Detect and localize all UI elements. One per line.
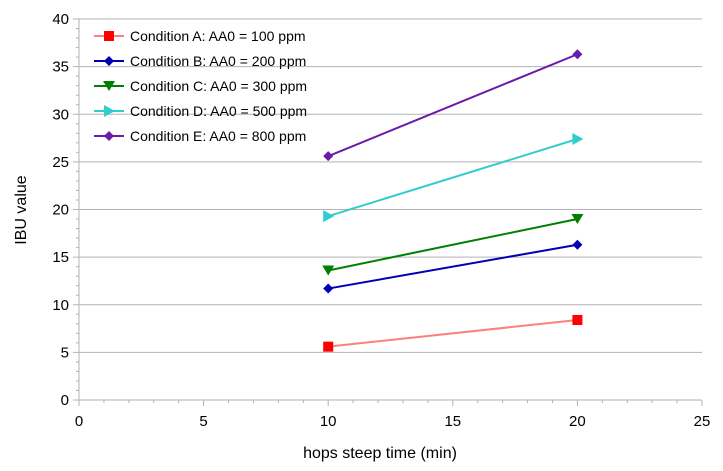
y-tick-label: 5 (61, 344, 69, 361)
legend-marker (104, 31, 114, 41)
y-axis-title: IBU value (13, 175, 30, 244)
legend-label: Condition B: AA0 = 200 ppm (130, 53, 306, 69)
data-point (571, 214, 584, 225)
x-axis-title: hops steep time (min) (303, 445, 457, 462)
plot-area (322, 49, 584, 352)
series-a (323, 314, 583, 352)
x-tick-label: 0 (75, 413, 83, 430)
series-line (327, 218, 578, 272)
y-tick-label: 35 (52, 59, 69, 76)
y-tick-label: 0 (61, 392, 69, 409)
data-point (323, 283, 334, 294)
series-line (328, 318, 578, 348)
legend-label: Condition A: AA0 = 100 ppm (130, 28, 306, 44)
data-point (572, 133, 584, 146)
y-tick-label: 40 (52, 11, 69, 28)
series-c (322, 214, 584, 276)
axes: 0 5 10 15 20 25 30 35 40 0 5 10 15 20 25 (52, 11, 710, 430)
legend-label: Condition D: AA0 = 500 ppm (130, 103, 307, 119)
grid-lines (79, 18, 702, 353)
data-point (572, 49, 583, 60)
series-line (327, 138, 578, 218)
data-point (572, 239, 583, 250)
data-point (323, 151, 334, 162)
legend-label: Condition C: AA0 = 300 ppm (130, 78, 307, 94)
legend-item: Condition A: AA0 = 100 ppm (94, 28, 306, 44)
x-tick-label: 20 (569, 413, 586, 430)
y-tick-label: 20 (52, 202, 69, 219)
legend-item: Condition D: AA0 = 500 ppm (94, 103, 307, 119)
series-line (327, 53, 578, 158)
x-tick-label: 15 (444, 413, 461, 430)
legend-label: Condition E: AA0 = 800 ppm (130, 128, 306, 144)
y-tick-label: 30 (52, 106, 69, 123)
y-tick-label: 25 (52, 154, 69, 171)
legend-marker (104, 131, 114, 141)
legend-marker (104, 56, 114, 66)
series-line (328, 243, 578, 290)
legend-item: Condition B: AA0 = 200 ppm (94, 53, 306, 69)
series-d (323, 133, 584, 223)
data-point (323, 341, 334, 352)
legend-marker (103, 81, 115, 91)
legend: Condition A: AA0 = 100 ppm Condition B: A… (94, 28, 307, 144)
x-tick-label: 10 (320, 413, 337, 430)
legend-item: Condition E: AA0 = 800 ppm (94, 128, 306, 144)
series-e (323, 49, 583, 162)
data-point (572, 314, 583, 325)
data-point (323, 210, 335, 223)
data-point (322, 265, 335, 276)
series-b (323, 239, 583, 294)
x-tick-label: 25 (694, 413, 711, 430)
legend-item: Condition C: AA0 = 300 ppm (94, 78, 307, 94)
legend-marker (104, 105, 115, 117)
x-tick-label: 5 (199, 413, 207, 430)
y-tick-label: 10 (52, 297, 69, 314)
y-tick-label: 15 (52, 249, 69, 266)
